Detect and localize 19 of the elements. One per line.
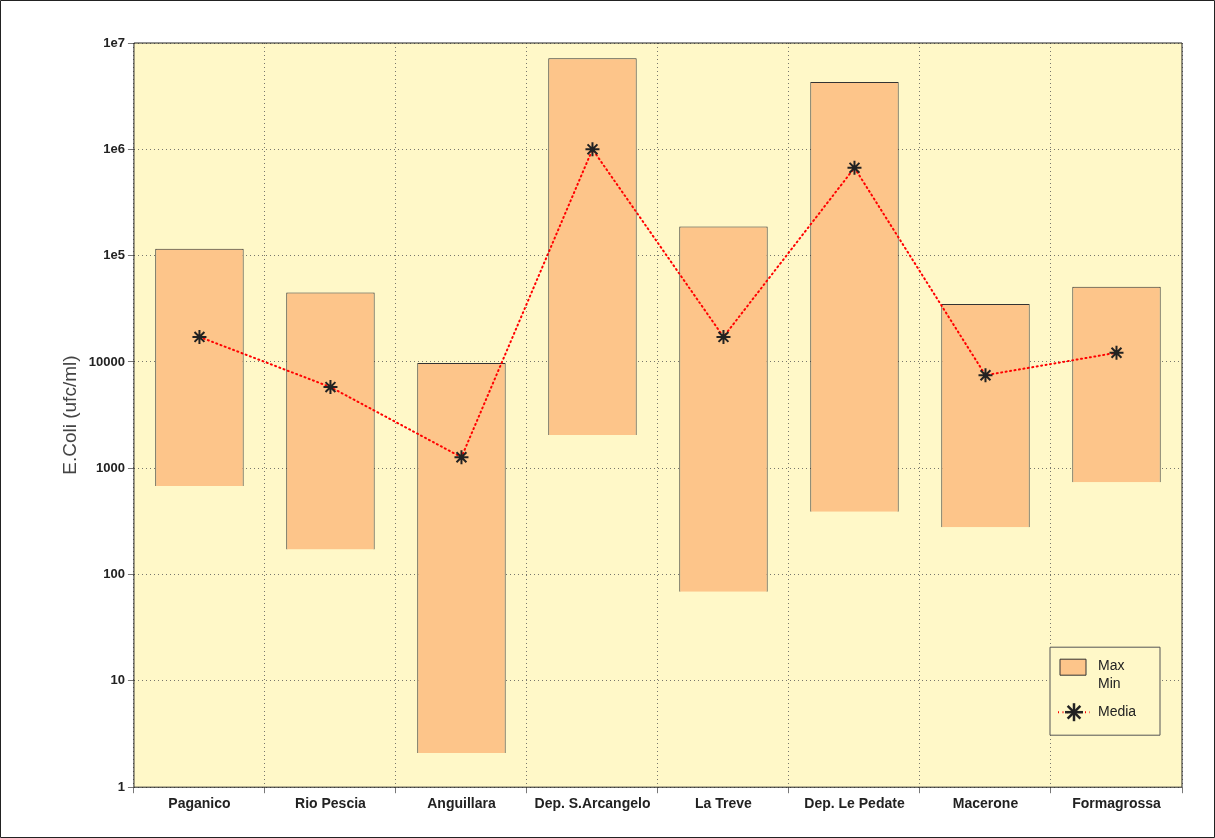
x-tick-label: Dep. Le Pedate (804, 795, 905, 812)
x-tick-label: Anguillara (427, 795, 496, 812)
x-tick-label: Macerone (952, 795, 1019, 812)
y-tick-label: 10000 (88, 353, 125, 369)
x-tick-label: La Treve (695, 795, 753, 812)
y-axis-title: E.Coli (ufc/ml) (58, 355, 80, 475)
x-tick-label: Rio Pescia (295, 795, 367, 812)
y-tick-label: 1 (117, 778, 125, 794)
y-tick-label: 100 (103, 566, 125, 582)
y-tick-label: 1e7 (103, 34, 125, 50)
legend-label: Media (1098, 703, 1137, 720)
legend-label: Max Min (1098, 657, 1125, 692)
x-tick-label: Dep. S.Arcangelo (534, 795, 651, 812)
x-tick-label: Paganico (168, 795, 231, 812)
x-tick-label: Formagrossa (1072, 795, 1162, 812)
y-tick-label: 10 (110, 672, 125, 688)
y-tick-label: 1e6 (103, 140, 125, 156)
y-tick-label: 1000 (96, 459, 125, 475)
y-tick-label: 1e5 (103, 247, 125, 263)
